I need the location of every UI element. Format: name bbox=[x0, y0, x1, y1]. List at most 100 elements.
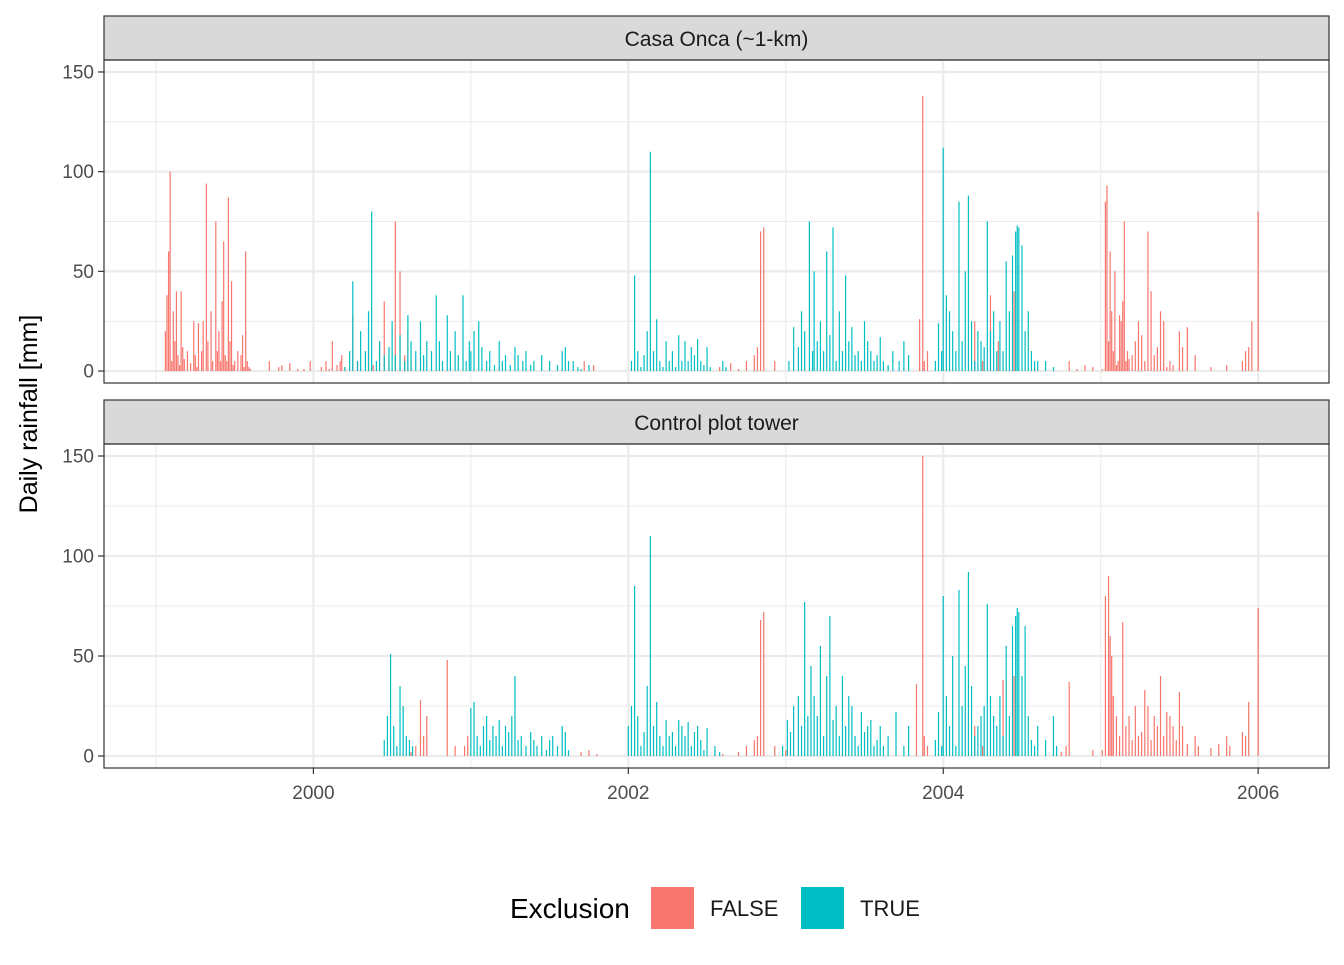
bar-true bbox=[668, 736, 670, 756]
bar-true bbox=[489, 740, 491, 756]
bar-true bbox=[678, 335, 680, 372]
bar-false bbox=[1141, 335, 1143, 372]
bar-false bbox=[1150, 291, 1152, 372]
bar-true bbox=[659, 736, 661, 756]
bar-false bbox=[164, 331, 167, 372]
bar-true bbox=[867, 726, 869, 756]
bar-true bbox=[714, 746, 716, 756]
bar-true bbox=[415, 351, 417, 372]
bar-false bbox=[331, 341, 333, 372]
bar-true bbox=[1011, 626, 1014, 756]
bar-true bbox=[986, 604, 988, 756]
bar-true bbox=[367, 311, 370, 372]
bar-true bbox=[402, 706, 404, 756]
bar-false bbox=[1109, 251, 1111, 372]
bar-true bbox=[1016, 608, 1018, 756]
bar-false bbox=[183, 359, 185, 372]
bar-false bbox=[1181, 726, 1184, 756]
bar-true bbox=[646, 331, 648, 372]
bar-true bbox=[800, 726, 803, 756]
bar-true bbox=[819, 321, 822, 372]
bar-false bbox=[759, 231, 762, 372]
bar-false bbox=[227, 197, 229, 372]
y-axis-label: Daily rainfall [mm] bbox=[15, 315, 43, 514]
bar-false bbox=[1241, 732, 1243, 756]
y-tick-label: 100 bbox=[62, 547, 94, 568]
bar-true bbox=[517, 355, 519, 372]
bar-true bbox=[808, 221, 810, 372]
legend-swatch-false bbox=[651, 887, 694, 929]
bar-false bbox=[1156, 726, 1158, 756]
bar-false bbox=[1244, 351, 1247, 372]
bar-true bbox=[656, 702, 658, 756]
bar-true bbox=[674, 746, 677, 756]
bar-true bbox=[955, 746, 957, 756]
bar-true bbox=[895, 712, 897, 756]
bar-false bbox=[785, 750, 787, 756]
bar-true bbox=[481, 347, 483, 372]
bar-true bbox=[580, 369, 582, 372]
bar-true bbox=[841, 351, 844, 372]
bar-true bbox=[797, 696, 799, 756]
bar-true bbox=[410, 341, 412, 372]
bar-false bbox=[419, 700, 422, 756]
bar-false bbox=[226, 361, 228, 372]
bar-false bbox=[1186, 327, 1188, 372]
bar-true bbox=[1008, 716, 1010, 756]
bar-false bbox=[1131, 355, 1133, 372]
bar-true bbox=[860, 361, 862, 372]
bar-false bbox=[180, 291, 182, 372]
bar-false bbox=[172, 311, 174, 372]
bar-true bbox=[863, 321, 866, 372]
bar-false bbox=[1163, 736, 1165, 756]
bar-true bbox=[882, 361, 884, 372]
bar-true bbox=[693, 732, 696, 756]
bar-true bbox=[549, 361, 551, 372]
bar-false bbox=[1013, 291, 1015, 372]
bar-true bbox=[835, 706, 837, 756]
bar-true bbox=[545, 750, 548, 756]
bar-true bbox=[835, 361, 837, 372]
bar-true bbox=[435, 295, 437, 372]
bar-true bbox=[567, 750, 570, 756]
bar-false bbox=[169, 171, 171, 372]
bar-false bbox=[410, 752, 412, 756]
bar-true bbox=[630, 361, 633, 372]
bar-false bbox=[196, 367, 198, 372]
bar-false bbox=[1251, 321, 1253, 372]
bar-true bbox=[426, 341, 428, 372]
bar-true bbox=[681, 726, 683, 756]
bar-false bbox=[919, 319, 921, 372]
bar-true bbox=[948, 726, 951, 756]
bar-true bbox=[693, 355, 696, 372]
bar-false bbox=[1241, 361, 1243, 372]
bar-true bbox=[706, 728, 708, 756]
bar-true bbox=[533, 740, 535, 756]
bar-true bbox=[955, 351, 957, 372]
bar-false bbox=[1115, 716, 1118, 756]
bar-false bbox=[1153, 716, 1155, 756]
bar-true bbox=[867, 341, 869, 372]
bar-false bbox=[1122, 622, 1124, 756]
bar-true bbox=[399, 686, 401, 756]
bar-false bbox=[1060, 752, 1062, 756]
bar-true bbox=[690, 347, 692, 372]
bar-false bbox=[1118, 736, 1121, 756]
strip-background bbox=[103, 399, 1330, 445]
bar-true bbox=[470, 351, 472, 372]
bar-false bbox=[1137, 736, 1140, 756]
bar-false bbox=[1210, 367, 1212, 372]
bar-false bbox=[756, 347, 759, 372]
bar-false bbox=[1122, 301, 1124, 372]
bar-true bbox=[934, 740, 936, 756]
bar-true bbox=[690, 746, 692, 756]
bar-true bbox=[793, 327, 795, 372]
bar-true bbox=[656, 319, 658, 372]
bar-false bbox=[1166, 712, 1168, 756]
bar-false bbox=[1166, 367, 1168, 372]
bar-true bbox=[577, 367, 579, 372]
bar-true bbox=[637, 351, 639, 372]
bar-false bbox=[1248, 702, 1250, 756]
bar-true bbox=[652, 726, 655, 756]
